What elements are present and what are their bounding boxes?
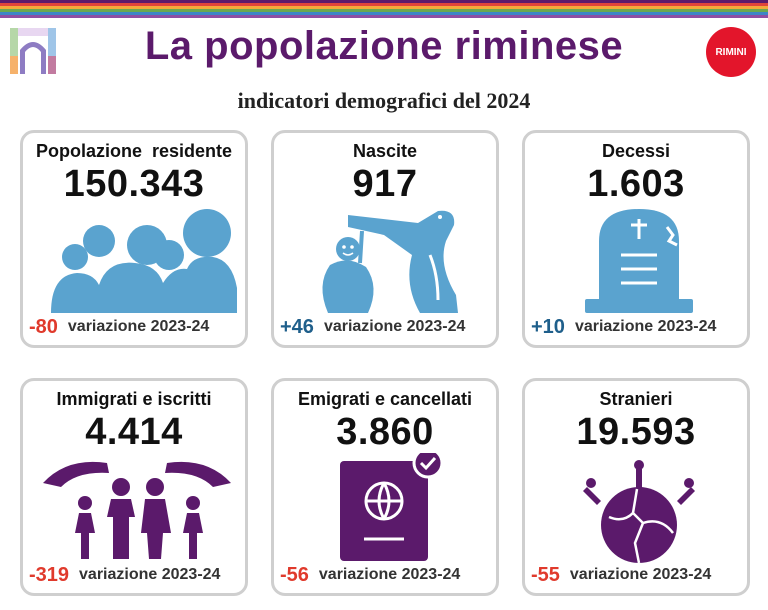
card-label: Stranieri <box>599 389 673 409</box>
card-value: 150.343 <box>63 163 205 205</box>
card-footer: -56 variazione 2023-24 <box>280 563 492 587</box>
card-delta: -80 <box>29 315 58 338</box>
rimini-badge: RIMINI <box>706 27 756 77</box>
card-period: variazione 2023-24 <box>79 566 221 583</box>
card-popolazione: Popolazione residente 150.343 -80 variaz… <box>20 130 248 348</box>
card-value: 917 <box>352 163 418 205</box>
card-value: 19.593 <box>576 411 696 453</box>
card-period: variazione 2023-24 <box>569 566 712 583</box>
card-value: 1.603 <box>587 163 685 205</box>
family-hands-icon <box>43 461 231 559</box>
card-footer: -80 variazione 2023-24 <box>29 315 241 339</box>
card-stranieri: Stranieri 19.593 -55 variazione 2023-24 <box>522 378 750 596</box>
arch-logo-icon <box>10 28 56 74</box>
passport-icon <box>340 453 444 561</box>
card-delta: +10 <box>531 315 565 338</box>
tombstone-icon <box>585 209 693 313</box>
card-label: Popolazione residente <box>35 141 233 161</box>
card-value: 4.414 <box>85 411 183 453</box>
card-label: Decessi <box>601 141 671 161</box>
card-emigrati: Emigrati e cancellati 3.860 -56 variazio… <box>271 378 499 596</box>
card-delta: -55 <box>531 563 560 586</box>
card-period: variazione 2023-24 <box>67 318 210 335</box>
card-value: 3.860 <box>336 411 434 453</box>
card-period: variazione 2023-24 <box>574 318 717 335</box>
card-delta: -56 <box>280 563 309 586</box>
card-footer: +10 variazione 2023-24 <box>531 315 743 339</box>
card-delta: -319 <box>29 563 70 586</box>
color-stripes <box>0 0 768 18</box>
globe-people-icon <box>583 460 695 563</box>
card-nascite: Nascite 917 +46 variazione 2023-24 <box>271 130 499 348</box>
page-subtitle: indicatori demografici del 2024 <box>237 88 531 113</box>
people-group-icon <box>51 209 237 313</box>
card-period: variazione 2023-24 <box>318 566 461 583</box>
card-label: Emigrati e cancellati <box>297 389 473 409</box>
card-footer: +46 variazione 2023-24 <box>280 315 492 339</box>
page-title: La popolazione riminese <box>144 24 624 68</box>
card-decessi: Decessi 1.603 +10 variazione 2023-24 <box>522 130 750 348</box>
card-immigrati: Immigrati e iscritti 4.414 -319 variazio… <box>20 378 248 596</box>
card-label: Immigrati e iscritti <box>56 389 212 409</box>
stork-baby-icon <box>322 210 458 313</box>
card-period: variazione 2023-24 <box>323 318 466 335</box>
card-footer: -55 variazione 2023-24 <box>531 563 743 587</box>
card-label: Nascite <box>352 141 418 161</box>
card-footer: -319 variazione 2023-24 <box>29 563 241 587</box>
card-delta: +46 <box>280 315 314 338</box>
